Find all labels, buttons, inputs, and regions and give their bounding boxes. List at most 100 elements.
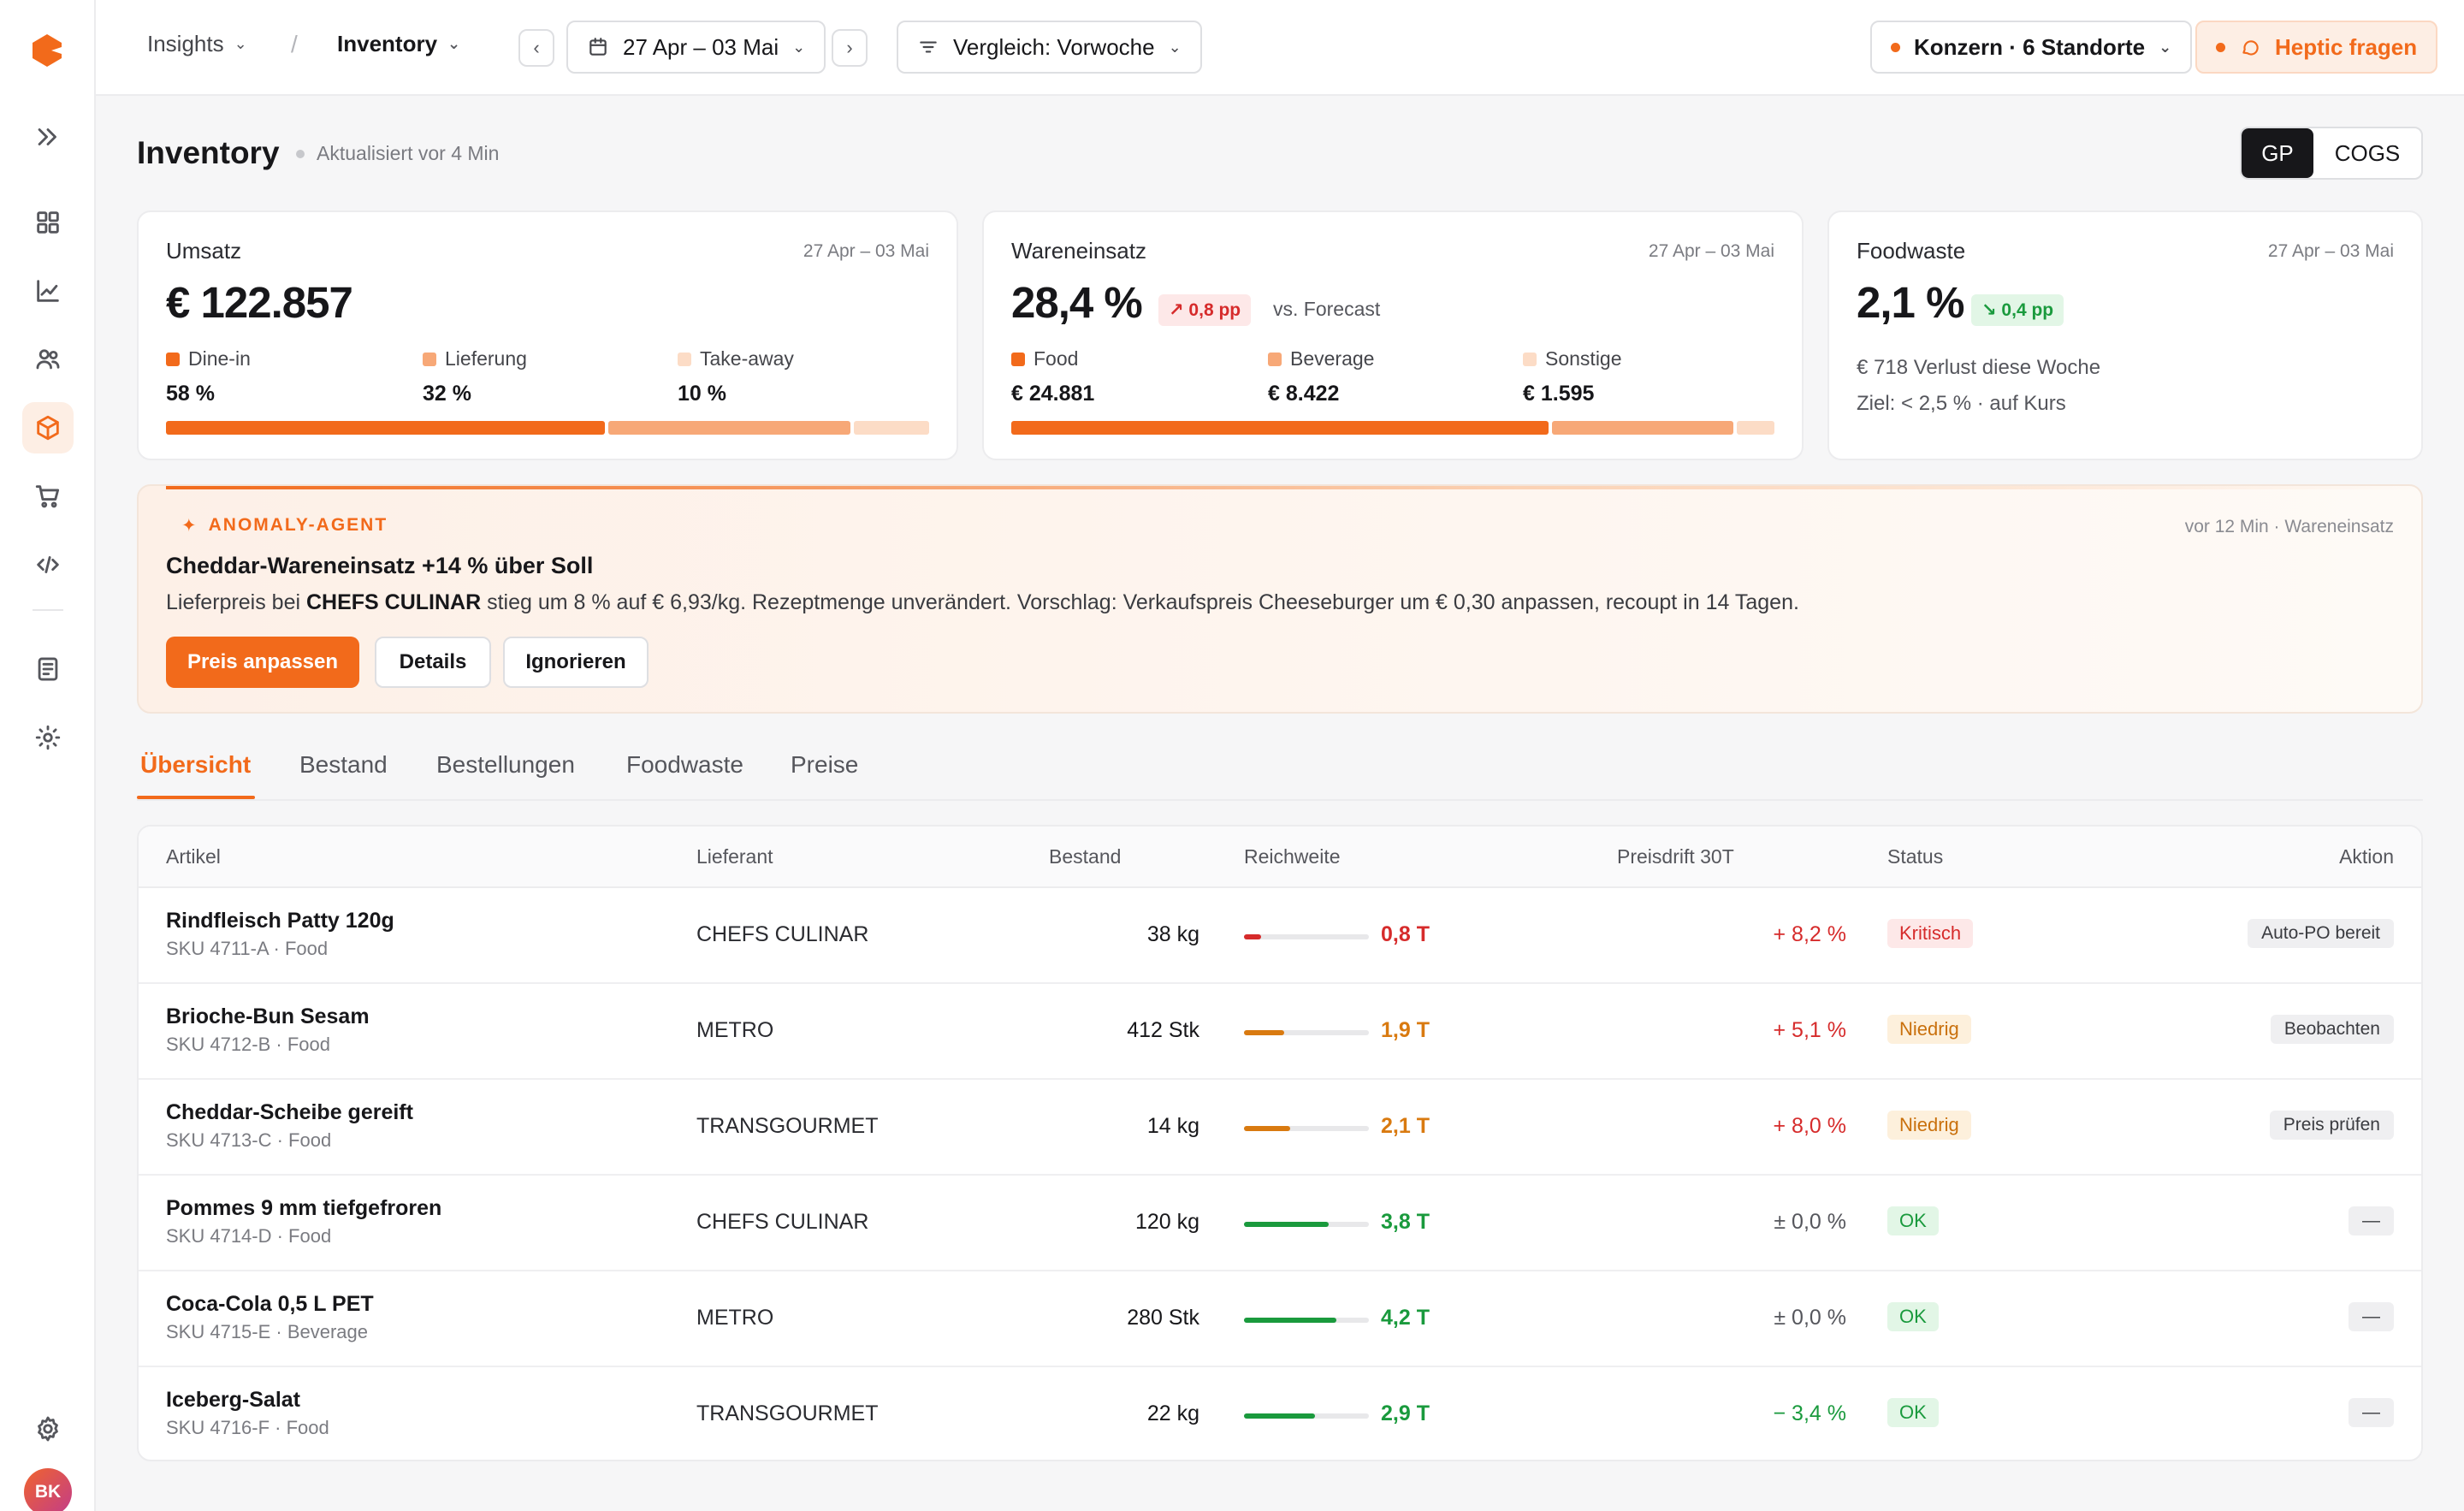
item-sku: SKU 4716-F · Food bbox=[166, 1417, 329, 1438]
tab-uebersicht[interactable]: Übersicht bbox=[140, 751, 252, 778]
anomaly-desc-post: stieg um 8 % auf € 6,93/kg. Rezeptmenge … bbox=[481, 590, 1799, 614]
kpi-card-umsatz: Umsatz 27 Apr – 03 Mai € 122.857 bbox=[137, 210, 958, 460]
column-header[interactable]: Preisdrift 30T bbox=[1617, 845, 1734, 868]
toggle-gp[interactable]: GP bbox=[2242, 128, 2313, 178]
item-sku: SKU 4715-E · Beverage bbox=[166, 1321, 369, 1342]
tab-bestellungen[interactable]: Bestellungen bbox=[436, 751, 575, 778]
chevron-down-icon: ⌄ bbox=[234, 35, 247, 52]
legend-value: € 24.881 bbox=[1011, 382, 1095, 406]
item-name: Iceberg-Salat bbox=[166, 1388, 301, 1412]
foodwaste-loss: € 718 Verlust diese Woche bbox=[1857, 356, 2101, 379]
item-sku: SKU 4712-B · Food bbox=[166, 1034, 330, 1055]
ignore-button[interactable]: Ignorieren bbox=[503, 637, 649, 688]
column-header[interactable]: Status bbox=[1887, 845, 1944, 868]
item-sku: SKU 4714-D · Food bbox=[166, 1225, 332, 1247]
legend-item: Lieferung bbox=[423, 347, 527, 370]
tab-preise[interactable]: Preise bbox=[791, 751, 859, 778]
settings-gear-icon[interactable] bbox=[22, 1403, 74, 1455]
stock-amount: 412 Stk bbox=[1127, 1018, 1199, 1042]
table-row[interactable]: Iceberg-Salat SKU 4716-F · Food TRANSGOURM… bbox=[139, 1367, 2421, 1460]
column-header[interactable]: Lieferant bbox=[696, 845, 773, 868]
chart-icon[interactable] bbox=[22, 265, 74, 317]
item-sku: SKU 4713-C · Food bbox=[166, 1129, 332, 1151]
logo-icon[interactable] bbox=[29, 33, 65, 68]
kpi-card-wareneinsatz: Wareneinsatz 27 Apr – 03 Mai 28,4 % ↗ 0,… bbox=[982, 210, 1804, 460]
document-icon[interactable] bbox=[22, 643, 74, 695]
chevron-down-icon: ⌄ bbox=[2159, 38, 2172, 56]
code-icon[interactable] bbox=[22, 539, 74, 590]
legend-label: Food bbox=[1034, 347, 1079, 370]
breadcrumb-insights[interactable]: Insights ⌄ bbox=[147, 31, 247, 57]
row-action-button[interactable]: Beobachten bbox=[2270, 1015, 2394, 1044]
details-button[interactable]: Details bbox=[375, 637, 491, 688]
row-action-button[interactable]: — bbox=[2348, 1206, 2394, 1235]
kpi-label: Umsatz bbox=[166, 238, 242, 264]
accent-line bbox=[166, 486, 2421, 489]
row-action-button[interactable]: — bbox=[2348, 1302, 2394, 1331]
table-row[interactable]: Cheddar-Scheibe gereift SKU 4713-C · Food… bbox=[139, 1080, 2421, 1176]
tabs-divider bbox=[137, 799, 2423, 801]
row-action-button[interactable]: Preis prüfen bbox=[2269, 1111, 2394, 1140]
anomaly-alert: ✦ ANOMALY-AGENT vor 12 Min · Wareneinsat… bbox=[137, 484, 2423, 714]
column-header[interactable]: Bestand bbox=[1049, 845, 1122, 868]
price-drift: − 3,4 % bbox=[1773, 1401, 1846, 1425]
kpi-label: Foodwaste bbox=[1857, 238, 1966, 264]
adjust-price-button[interactable]: Preis anpassen bbox=[166, 637, 359, 688]
legend-value: 58 % bbox=[166, 382, 215, 406]
reach-bar-fill bbox=[1244, 1126, 1290, 1131]
last-updated-label: Aktualisiert vor 4 Min bbox=[317, 142, 500, 164]
legend-swatch bbox=[1523, 352, 1537, 366]
legend-label: Lieferung bbox=[445, 347, 527, 370]
table-header: Artikel Lieferant Bestand Reichweite Pre… bbox=[139, 827, 2421, 888]
share-segment bbox=[1011, 421, 1549, 435]
reach-value: 4,2 T bbox=[1381, 1306, 1430, 1330]
expand-icon[interactable] bbox=[22, 111, 74, 163]
inventory-table: Artikel Lieferant Bestand Reichweite Pre… bbox=[137, 825, 2423, 1461]
reach-value: 0,8 T bbox=[1381, 922, 1430, 946]
table-row[interactable]: Brioche-Bun Sesam SKU 4712-B · Food METRO 4… bbox=[139, 984, 2421, 1080]
ask-heptic-button[interactable]: Heptic fragen bbox=[2195, 21, 2438, 74]
users-icon[interactable] bbox=[22, 334, 74, 385]
inventory-box-icon[interactable] bbox=[22, 402, 74, 453]
toggle-cogs[interactable]: COGS bbox=[2334, 139, 2401, 166]
item-name: Brioche-Bun Sesam bbox=[166, 1004, 370, 1028]
next-period-button[interactable]: › bbox=[832, 29, 868, 67]
anomaly-meta: vor 12 Min · Wareneinsatz bbox=[2184, 517, 2394, 536]
tab-foodwaste[interactable]: Foodwaste bbox=[626, 751, 743, 778]
reach-bar-fill bbox=[1244, 934, 1261, 939]
last-updated: Aktualisiert vor 4 Min bbox=[296, 142, 499, 165]
column-header[interactable]: Aktion bbox=[2339, 845, 2394, 868]
dashboard-icon[interactable] bbox=[22, 197, 74, 248]
prev-period-button[interactable]: ‹ bbox=[518, 29, 554, 67]
supplier: METRO bbox=[696, 1306, 774, 1330]
sidebar: BK bbox=[0, 0, 96, 1511]
legend-label: Dine-in bbox=[188, 347, 251, 370]
org-selector[interactable]: Konzern · 6 Standorte ⌄ bbox=[1870, 21, 2193, 74]
row-action-button[interactable]: Auto-PO bereit bbox=[2248, 919, 2394, 948]
reach-value: 2,1 T bbox=[1381, 1114, 1430, 1138]
share-segment bbox=[1737, 421, 1774, 435]
topbar: Insights ⌄ / Inventory ⌄ ‹ 27 Apr – 03 M… bbox=[96, 0, 2464, 96]
date-range-picker[interactable]: 27 Apr – 03 Mai ⌄ bbox=[566, 21, 826, 74]
status-dot bbox=[1891, 42, 1900, 52]
table-row[interactable]: Rindfleisch Patty 120g SKU 4711-A · Food C… bbox=[139, 888, 2421, 984]
cart-icon[interactable] bbox=[22, 471, 74, 522]
tab-bestand[interactable]: Bestand bbox=[299, 751, 388, 778]
column-header[interactable]: Reichweite bbox=[1244, 845, 1341, 868]
column-header[interactable]: Artikel bbox=[166, 845, 221, 868]
compare-dropdown[interactable]: Vergleich: Vorwoche ⌄ bbox=[897, 21, 1202, 74]
breadcrumb-inventory[interactable]: Inventory ⌄ bbox=[337, 31, 460, 57]
reach-bar bbox=[1244, 934, 1369, 939]
avatar[interactable]: BK bbox=[24, 1468, 72, 1511]
sun-settings-icon[interactable] bbox=[22, 712, 74, 763]
kpi-value: 28,4 % bbox=[1011, 278, 1143, 327]
table-row[interactable]: Pommes 9 mm tiefgefroren SKU 4714-D · Foo… bbox=[139, 1176, 2421, 1271]
price-drift: ± 0,0 % bbox=[1774, 1306, 1846, 1330]
chevron-right-icon: › bbox=[846, 37, 853, 58]
legend-swatch bbox=[166, 352, 180, 366]
anomaly-tag: ✦ ANOMALY-AGENT bbox=[181, 515, 388, 536]
anomaly-description: Lieferpreis bei CHEFS CULINAR stieg um 8… bbox=[166, 590, 1799, 615]
row-action-button[interactable]: — bbox=[2348, 1398, 2394, 1427]
table-row[interactable]: Coca-Cola 0,5 L PET SKU 4715-E · Beverage… bbox=[139, 1271, 2421, 1367]
reach-bar-fill bbox=[1244, 1318, 1336, 1323]
